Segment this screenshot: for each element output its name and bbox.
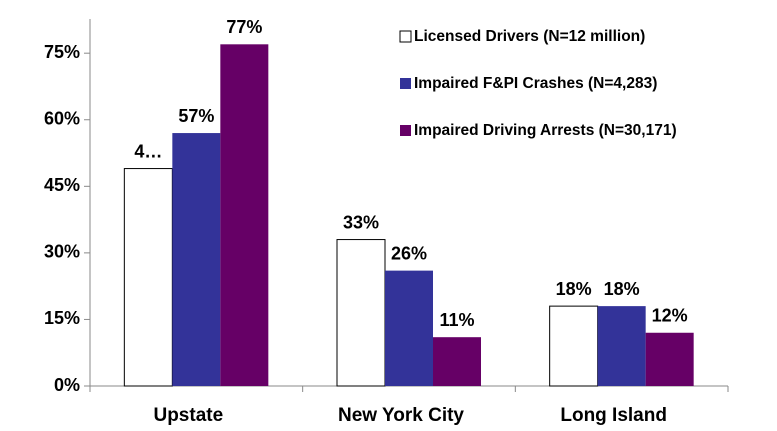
x-tick-label: Long Island: [560, 405, 667, 426]
y-tick-label: 45%: [44, 175, 80, 195]
value-label: 18%: [556, 279, 592, 299]
value-label: 57%: [178, 106, 214, 126]
y-tick-label: 75%: [44, 42, 80, 62]
bar: [433, 337, 481, 386]
legend-label: Impaired Driving Arrests (N=30,171): [414, 122, 677, 139]
value-label: 77%: [226, 17, 262, 37]
bar: [172, 133, 221, 386]
x-tick-label: Upstate: [153, 405, 223, 426]
y-tick-label: 30%: [44, 242, 80, 262]
y-tick-label: 60%: [44, 109, 80, 129]
bar: [123, 168, 173, 387]
bar: [336, 239, 386, 387]
legend-label: Licensed Drivers (N=12 million): [414, 28, 645, 45]
y-tick-label: 15%: [44, 308, 80, 328]
value-label: 18%: [604, 279, 640, 299]
x-tick-label: New York City: [338, 405, 464, 426]
value-label: 4…: [134, 141, 162, 161]
legend-swatch: [400, 78, 411, 89]
y-tick-label: 0%: [54, 375, 80, 395]
legend-swatch: [399, 30, 412, 43]
bar: [597, 306, 646, 386]
value-label: 11%: [439, 310, 474, 330]
value-label: 33%: [343, 212, 379, 232]
legend-swatch: [400, 125, 411, 136]
bar: [549, 305, 599, 387]
bar: [385, 270, 433, 386]
value-label: 12%: [652, 306, 688, 326]
bar: [220, 44, 269, 386]
value-label: 26%: [391, 243, 427, 263]
bar: [645, 332, 694, 386]
legend-label: Impaired F&PI Crashes (N=4,283): [414, 75, 657, 92]
